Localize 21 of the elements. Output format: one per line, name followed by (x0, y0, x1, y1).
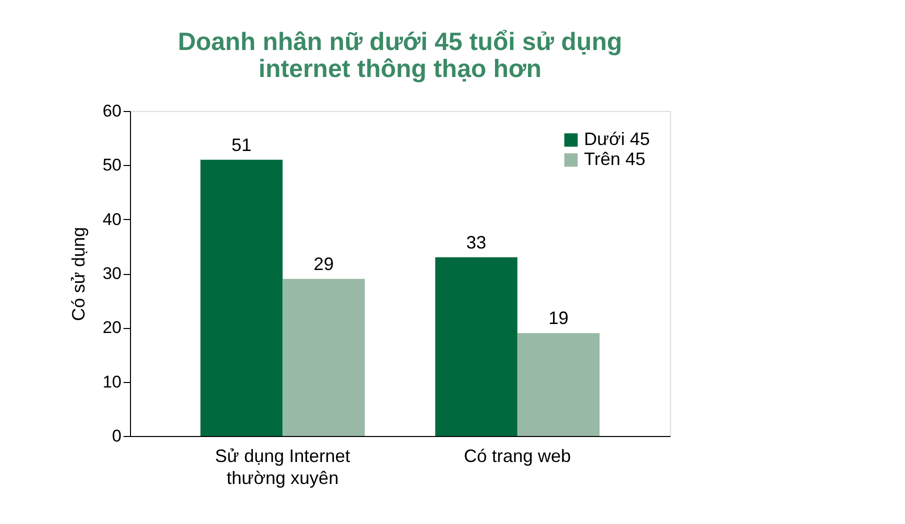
chart-title: Doanh nhân nữ dưới 45 tuổi sử dụng internet thông thạo hơn (178, 28, 622, 83)
y-axis-title: Có sử dụng (68, 226, 89, 322)
x-tick-label: Có trang web (464, 446, 571, 466)
x-tick-label: Sử dụng Internet thường xuyên (215, 446, 350, 488)
y-tick-label: 50 (102, 156, 122, 175)
y-tick-label: 0 (112, 426, 122, 446)
y-tick-label: 60 (102, 102, 122, 120)
legend-label: Trên 45 (584, 149, 646, 169)
bar (435, 257, 518, 436)
data-label: 51 (232, 134, 252, 155)
bar (200, 160, 283, 436)
data-label: 29 (314, 254, 334, 274)
data-label: 33 (466, 232, 486, 252)
y-tick-label: 30 (102, 264, 122, 283)
data-label: 19 (548, 308, 568, 328)
legend-label: Dưới 45 (584, 129, 650, 149)
y-tick-label: 10 (102, 372, 122, 392)
y-tick-label: 20 (102, 318, 122, 338)
y-tick-label: 40 (102, 210, 122, 229)
bar (282, 278, 365, 436)
bar (517, 333, 600, 436)
